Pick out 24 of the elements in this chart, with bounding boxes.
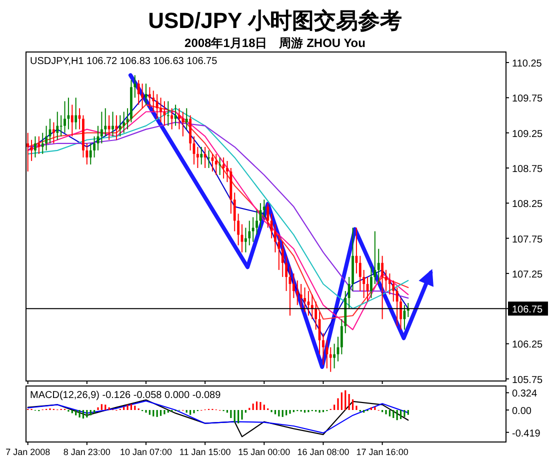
chart-title: USD/JPY 小时图交易参考 <box>148 8 402 33</box>
x-tick-label: 8 Jan 23:00 <box>63 447 110 457</box>
y-tick-label: 106.25 <box>512 340 544 351</box>
y-tick-label: 109.75 <box>512 94 544 105</box>
y-tick-label: -0.419 <box>512 428 541 440</box>
y-tick-label: 0.00 <box>512 406 532 417</box>
annotation: USDJPY,H1 106.72 106.83 106.63 106.75 <box>30 56 218 67</box>
x-tick-label: 10 Jan 07:00 <box>120 447 172 457</box>
x-tick-label: 16 Jan 08:00 <box>297 447 350 457</box>
chart-subtitle: 2008年1月18日 周游 ZHOU You <box>184 36 366 50</box>
x-tick-label: 7 Jan 2008 <box>6 447 50 457</box>
annotation: MACD(12,26,9) -0.126 -0.058 0.000 -0.089 <box>30 390 222 401</box>
y-tick-label: 0.324 <box>512 388 538 400</box>
x-tick-label: 15 Jan 00:00 <box>238 447 290 457</box>
x-tick-label: 17 Jan 16:00 <box>356 447 408 457</box>
y-tick-label: 109.25 <box>512 128 544 140</box>
y-tick-label: 108.75 <box>512 164 544 175</box>
y-tick-label: 110.25 <box>512 58 542 70</box>
y-tick-label: 107.25 <box>512 269 544 280</box>
y-tick-label: 106.75 <box>512 304 544 316</box>
y-tick-label: 108.25 <box>512 199 544 210</box>
y-tick-label: 107.75 <box>512 234 544 246</box>
x-tick-label: 11 Jan 15:00 <box>179 447 231 457</box>
y-tick-label: 105.75 <box>512 374 544 386</box>
